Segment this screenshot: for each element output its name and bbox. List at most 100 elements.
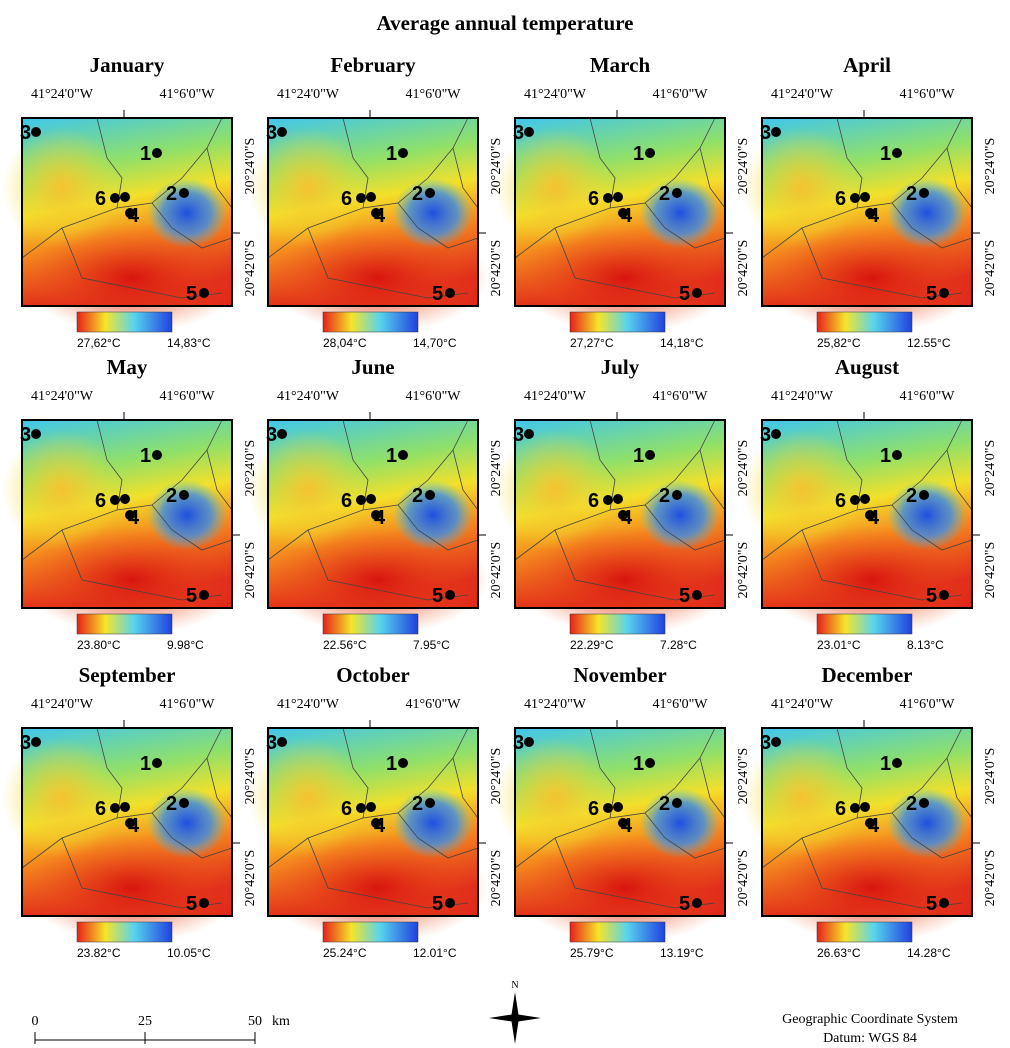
site-marker bbox=[645, 450, 655, 460]
boundary bbox=[514, 117, 726, 299]
site-marker bbox=[892, 148, 902, 158]
site-marker bbox=[524, 429, 534, 439]
legend-min: 10.05°C bbox=[167, 946, 211, 960]
warm-zone bbox=[2, 738, 122, 858]
site-marker bbox=[618, 818, 628, 828]
site-marker bbox=[120, 192, 130, 202]
lat-label: 20°24'0"S bbox=[983, 748, 998, 805]
warm-zone bbox=[495, 128, 615, 248]
site-label: 3 bbox=[266, 424, 277, 446]
lon-label: 41°24'0"W bbox=[277, 697, 340, 712]
panel-title: September bbox=[79, 663, 176, 687]
site-label: 4 bbox=[374, 507, 386, 529]
boundary bbox=[514, 727, 726, 909]
colorbar bbox=[569, 921, 666, 943]
crs-datum: Datum: WGS 84 bbox=[823, 1031, 917, 1046]
site-label: 2 bbox=[166, 793, 177, 815]
site-marker bbox=[179, 188, 189, 198]
map-frame bbox=[267, 419, 479, 609]
lon-label: 41°24'0"W bbox=[277, 389, 340, 404]
site-marker bbox=[110, 193, 120, 203]
warm-zone bbox=[742, 128, 862, 248]
colorbar bbox=[322, 613, 419, 635]
north-arrow: N bbox=[489, 980, 541, 1044]
scale-unit: km bbox=[272, 1014, 290, 1029]
map-frame bbox=[514, 117, 726, 307]
site-label: 2 bbox=[659, 183, 670, 205]
colorbar bbox=[816, 613, 913, 635]
lat-label: 20°42'0"S bbox=[489, 850, 504, 907]
site-label: 6 bbox=[835, 188, 846, 210]
legend-min: 13.19°C bbox=[660, 946, 704, 960]
site-marker bbox=[179, 798, 189, 808]
lon-label: 41°24'0"W bbox=[771, 697, 834, 712]
map-frame bbox=[21, 117, 233, 307]
site-marker bbox=[860, 494, 870, 504]
warm-zone bbox=[495, 738, 615, 858]
panel-title: March bbox=[590, 53, 651, 77]
cold-zone bbox=[147, 178, 227, 248]
legend-min: 14,18°C bbox=[660, 336, 704, 350]
site-label: 4 bbox=[621, 205, 633, 227]
site-marker bbox=[771, 737, 781, 747]
scale-label: 50 bbox=[248, 1014, 262, 1029]
site-marker bbox=[613, 494, 623, 504]
lat-label: 20°42'0"S bbox=[983, 542, 998, 599]
legend-min: 8.13°C bbox=[907, 638, 944, 652]
site-marker bbox=[366, 494, 376, 504]
map-panel: April 41°24'0"W 41°6'0"W 20°24'0"S 20°42'0"S… bbox=[742, 53, 998, 350]
lon-label: 41°6'0"W bbox=[652, 697, 708, 712]
site-marker bbox=[125, 510, 135, 520]
lon-label: 41°24'0"W bbox=[771, 87, 834, 102]
site-label: 2 bbox=[906, 485, 917, 507]
site-marker bbox=[603, 803, 613, 813]
site-marker bbox=[398, 450, 408, 460]
figure-title: Average annual temperature bbox=[376, 11, 633, 35]
boundary bbox=[21, 117, 233, 299]
site-marker bbox=[692, 590, 702, 600]
site-label: 6 bbox=[341, 188, 352, 210]
site-label: 4 bbox=[128, 205, 140, 227]
site-label: 2 bbox=[412, 183, 423, 205]
panel-title: December bbox=[822, 663, 913, 687]
site-marker bbox=[850, 495, 860, 505]
site-label: 6 bbox=[588, 798, 599, 820]
site-marker bbox=[771, 127, 781, 137]
lat-label: 20°42'0"S bbox=[736, 240, 751, 297]
lon-label: 41°6'0"W bbox=[899, 87, 955, 102]
site-marker bbox=[199, 288, 209, 298]
site-label: 1 bbox=[633, 143, 644, 165]
boundary bbox=[761, 727, 973, 909]
map-frame bbox=[514, 727, 726, 917]
lon-label: 41°24'0"W bbox=[31, 697, 94, 712]
lat-label: 20°42'0"S bbox=[243, 542, 258, 599]
lon-label: 41°6'0"W bbox=[159, 697, 215, 712]
colorbar bbox=[569, 613, 666, 635]
site-label: 2 bbox=[412, 793, 423, 815]
site-label: 3 bbox=[20, 122, 31, 144]
site-label: 5 bbox=[926, 585, 937, 607]
site-label: 1 bbox=[140, 143, 151, 165]
legend-max: 22.29°C bbox=[570, 638, 614, 652]
site-marker bbox=[645, 758, 655, 768]
legend-max: 28,04°C bbox=[323, 336, 367, 350]
legend-min: 9.98°C bbox=[167, 638, 204, 652]
crs-label: Geographic Coordinate System bbox=[782, 1012, 958, 1027]
site-label: 6 bbox=[588, 490, 599, 512]
site-marker bbox=[356, 803, 366, 813]
site-label: 4 bbox=[128, 507, 140, 529]
cold-zone bbox=[147, 480, 227, 550]
scale-bar: 0 25 50 km bbox=[32, 1014, 290, 1044]
site-marker bbox=[865, 818, 875, 828]
lon-label: 41°6'0"W bbox=[652, 87, 708, 102]
cold-zone bbox=[640, 178, 720, 248]
site-marker bbox=[425, 798, 435, 808]
site-marker bbox=[939, 898, 949, 908]
panel-title: August bbox=[835, 355, 899, 379]
cold-zone bbox=[887, 480, 967, 550]
